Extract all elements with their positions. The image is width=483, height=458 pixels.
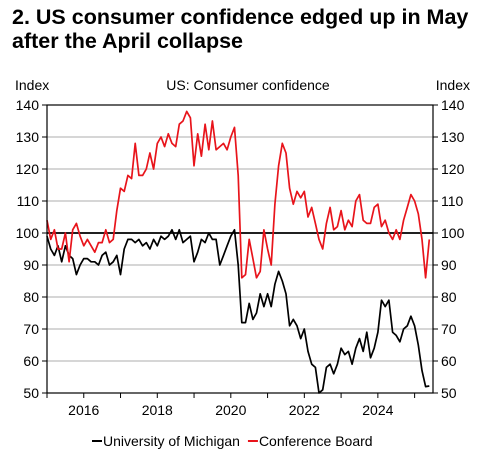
plot-frame xyxy=(46,104,434,394)
y-tick-label-right: 70 xyxy=(441,321,457,337)
axis-ticks: 50 50 60 60 70 70 80 80 90 90 100 100 110 110 120 120 13… xyxy=(16,97,465,418)
y-tick-label-right: 130 xyxy=(441,129,465,145)
y-axis-label-left: Index xyxy=(15,77,49,93)
y-tick-label-left: 110 xyxy=(17,193,40,209)
y-tick-label-left: 120 xyxy=(16,161,40,177)
x-tick-label-2024: 2024 xyxy=(362,402,393,418)
y-tick-label-left: 140 xyxy=(16,97,40,113)
legend-label-0: University of Michigan xyxy=(103,433,240,449)
series-layer xyxy=(46,110,431,394)
y-tick-label-left: 100 xyxy=(16,225,40,241)
chart-title: 2. US consumer confidence edged up in Ma… xyxy=(12,5,469,53)
y-tick-label-right: 120 xyxy=(441,161,465,177)
y-tick-label-left: 130 xyxy=(16,129,40,145)
y-tick-label-right: 80 xyxy=(441,289,457,305)
y-tick-label-right: 90 xyxy=(441,257,457,273)
y-tick-label-right: 140 xyxy=(441,97,465,113)
series-line-university-of-michigan xyxy=(46,228,430,394)
y-tick-label-right: 50 xyxy=(441,385,457,401)
x-tick-label-2016: 2016 xyxy=(68,402,99,418)
y-tick-label-left: 60 xyxy=(23,353,39,369)
y-tick-label-right: 110 xyxy=(441,193,464,209)
y-axis-label-right: Index xyxy=(436,77,470,93)
legend-label-1: Conference Board xyxy=(259,433,373,449)
series-line-conference-board xyxy=(46,110,431,279)
x-tick-label-2022: 2022 xyxy=(289,402,320,418)
y-tick-label-right: 60 xyxy=(441,353,457,369)
x-tick-label-2020: 2020 xyxy=(215,402,246,418)
x-tick-label-2018: 2018 xyxy=(142,402,173,418)
chart-inner-title: US: Consumer confidence xyxy=(166,77,330,93)
y-tick-label-left: 80 xyxy=(23,289,39,305)
y-tick-label-left: 50 xyxy=(23,385,39,401)
legend: University of Michigan Conference Board xyxy=(92,433,373,449)
y-tick-label-left: 90 xyxy=(23,257,39,273)
y-tick-label-left: 70 xyxy=(23,321,39,337)
y-tick-label-right: 100 xyxy=(441,225,465,241)
